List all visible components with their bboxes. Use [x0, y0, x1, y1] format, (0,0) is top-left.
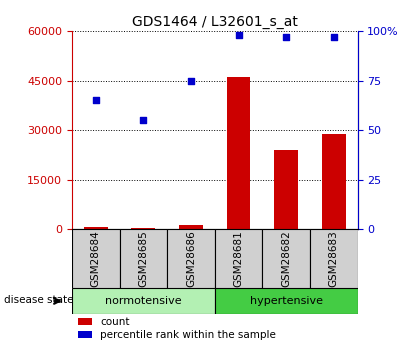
Text: hypertensive: hypertensive — [249, 296, 323, 306]
FancyBboxPatch shape — [310, 229, 358, 288]
FancyBboxPatch shape — [215, 288, 358, 314]
Point — [92, 98, 99, 103]
Bar — [78, 318, 92, 325]
Point — [235, 32, 242, 38]
Text: disease state: disease state — [4, 295, 73, 305]
FancyBboxPatch shape — [72, 288, 215, 314]
FancyBboxPatch shape — [72, 229, 120, 288]
Text: count: count — [101, 317, 130, 327]
FancyBboxPatch shape — [120, 229, 167, 288]
Bar — [226, 77, 250, 229]
Bar — [322, 134, 346, 229]
FancyBboxPatch shape — [262, 229, 310, 288]
Point — [283, 34, 289, 40]
Text: GSM28684: GSM28684 — [91, 230, 101, 287]
Text: GSM28686: GSM28686 — [186, 230, 196, 287]
Text: GSM28682: GSM28682 — [281, 230, 291, 287]
Text: GSM28681: GSM28681 — [233, 230, 244, 287]
Point — [188, 78, 194, 83]
Bar — [179, 226, 203, 229]
Bar — [132, 228, 155, 229]
Bar — [84, 227, 108, 229]
Bar — [78, 331, 92, 338]
Title: GDS1464 / L32601_s_at: GDS1464 / L32601_s_at — [132, 14, 298, 29]
Text: GSM28683: GSM28683 — [329, 230, 339, 287]
Point — [140, 118, 147, 123]
Text: GSM28685: GSM28685 — [139, 230, 148, 287]
Bar — [274, 150, 298, 229]
Text: percentile rank within the sample: percentile rank within the sample — [101, 330, 276, 340]
FancyBboxPatch shape — [215, 229, 262, 288]
Text: normotensive: normotensive — [105, 296, 182, 306]
Point — [330, 34, 337, 40]
FancyBboxPatch shape — [167, 229, 215, 288]
